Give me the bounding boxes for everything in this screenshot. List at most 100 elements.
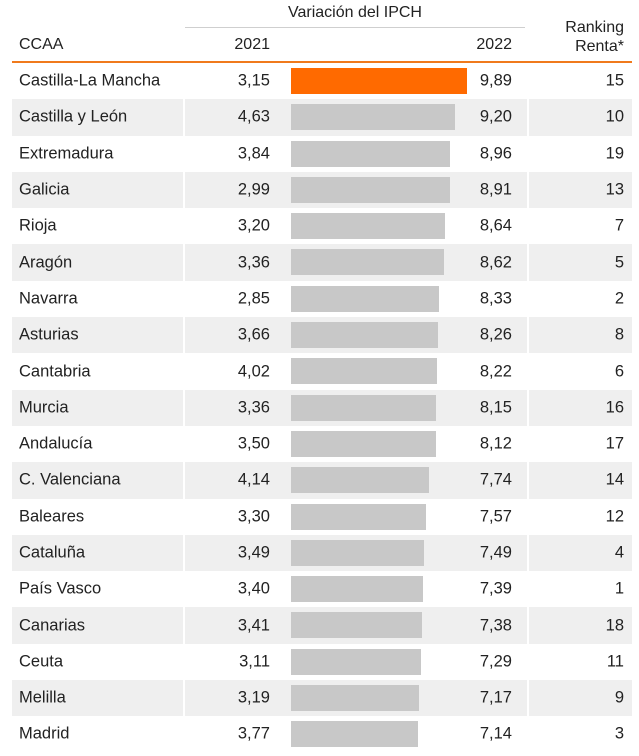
value-2021: 3,50 xyxy=(237,434,270,453)
region-label: País Vasco xyxy=(19,579,102,598)
value-2021: 3,66 xyxy=(237,325,270,344)
header-ranking-line2: Renta* xyxy=(575,38,624,55)
region-label: Baleares xyxy=(19,507,85,526)
rank-value: 6 xyxy=(614,362,624,381)
value-2022: 8,26 xyxy=(479,325,512,344)
region-label: Cantabria xyxy=(19,362,91,381)
value-2022: 7,17 xyxy=(479,688,512,707)
value-2021: 3,15 xyxy=(237,71,270,90)
value-2021: 3,84 xyxy=(237,144,270,163)
table-row: Baleares 3,30 7,57 12 xyxy=(12,498,632,535)
value-2022: 8,22 xyxy=(479,362,512,381)
bar-2022 xyxy=(291,467,429,494)
rank-value: 7 xyxy=(614,216,624,235)
bar-2022 xyxy=(291,576,423,603)
value-2021: 2,99 xyxy=(237,180,270,199)
table-row: Castilla-La Mancha 3,15 9,89 15 xyxy=(12,63,632,100)
value-2021: 4,02 xyxy=(237,362,270,381)
row-bg-region xyxy=(12,389,183,426)
row-bg-rank xyxy=(527,534,632,572)
rank-value: 4 xyxy=(614,543,624,562)
rank-value: 18 xyxy=(605,616,624,635)
rank-value: 2 xyxy=(614,289,624,308)
rank-value: 11 xyxy=(606,652,624,671)
table-row: Rioja 3,20 8,64 7 xyxy=(12,208,632,245)
row-bg-region xyxy=(12,99,183,136)
rank-value: 9 xyxy=(614,688,624,707)
rank-value: 14 xyxy=(605,470,624,489)
table-row: Melilla 3,19 7,17 9 xyxy=(12,680,632,717)
rank-value: 16 xyxy=(605,398,624,417)
header-ranking: Ranking Renta* xyxy=(530,18,624,56)
region-label: Canarias xyxy=(19,616,86,635)
column-separator xyxy=(527,280,529,318)
row-bg-region xyxy=(12,534,183,572)
region-label: Galicia xyxy=(19,180,70,199)
column-separator xyxy=(527,643,529,681)
value-2021: 4,14 xyxy=(237,470,270,489)
bar-2022 xyxy=(291,322,438,349)
rank-value: 15 xyxy=(605,71,624,90)
bar-2022 xyxy=(291,213,445,240)
table-row: C. Valenciana 4,14 7,74 14 xyxy=(12,462,632,499)
value-2022: 8,33 xyxy=(479,289,512,308)
value-2022: 9,89 xyxy=(479,71,512,90)
table-row: Murcia 3,36 8,15 16 xyxy=(12,389,632,426)
value-2022: 8,62 xyxy=(479,253,512,272)
region-label: Andalucía xyxy=(19,434,93,453)
region-label: Castilla y León xyxy=(19,107,128,126)
row-bg-region xyxy=(12,171,183,209)
region-label: Castilla-La Mancha xyxy=(19,71,161,90)
value-2022: 9,20 xyxy=(479,107,512,126)
bar-2022 xyxy=(291,176,450,203)
row-bg-rank xyxy=(527,462,632,499)
value-2021: 3,49 xyxy=(237,543,270,562)
column-separator xyxy=(527,135,529,172)
column-separator xyxy=(527,716,529,753)
column-separator xyxy=(527,462,529,499)
header-region: CCAA xyxy=(19,36,64,53)
table-row: Canarias 3,41 7,38 18 xyxy=(12,607,632,644)
header-underline xyxy=(12,61,632,63)
value-2021: 3,36 xyxy=(237,253,270,272)
row-bg-region xyxy=(12,317,183,354)
value-2022: 8,64 xyxy=(479,216,512,235)
bar-2022 xyxy=(291,249,445,276)
column-separator xyxy=(527,389,529,426)
value-2021: 3,36 xyxy=(237,398,270,417)
column-separator xyxy=(527,571,529,608)
row-bg-region xyxy=(12,244,183,281)
bar-2022 xyxy=(291,685,419,712)
table-row: Madrid 3,77 7,14 3 xyxy=(12,716,632,753)
bar-2022 xyxy=(291,140,451,167)
table-row: Aragón 3,36 8,62 5 xyxy=(12,244,632,281)
column-separator xyxy=(527,208,529,245)
column-separator xyxy=(527,534,529,572)
table-body: Castilla-La Mancha 3,15 9,89 15 Castilla y L… xyxy=(12,63,632,753)
bar-2022 xyxy=(291,721,419,748)
value-2022: 8,12 xyxy=(479,434,512,453)
rank-value: 5 xyxy=(614,253,624,272)
rank-value: 3 xyxy=(614,724,624,743)
value-2021: 3,20 xyxy=(237,216,270,235)
value-2021: 3,41 xyxy=(237,616,270,635)
value-2021: 3,40 xyxy=(237,579,270,598)
value-2022: 8,91 xyxy=(479,180,512,199)
value-2021: 3,77 xyxy=(237,724,270,743)
value-2021: 2,85 xyxy=(237,289,270,308)
header-group-title: Variación del IPCH xyxy=(288,4,422,21)
row-bg-region xyxy=(12,680,183,717)
region-label: Murcia xyxy=(19,398,69,417)
row-bg-rank xyxy=(527,99,632,136)
value-2021: 3,30 xyxy=(237,507,270,526)
bar-2022 xyxy=(291,430,436,457)
table-row: Navarra 2,85 8,33 2 xyxy=(12,280,632,318)
row-bg-rank xyxy=(527,244,632,281)
column-separator xyxy=(527,244,529,281)
row-bg-region xyxy=(12,462,183,499)
column-separator xyxy=(527,317,529,354)
rank-value: 8 xyxy=(614,325,624,344)
table-row: Castilla y León 4,63 9,20 10 xyxy=(12,99,632,136)
bar-2022 xyxy=(291,394,436,421)
column-separator xyxy=(527,353,529,390)
